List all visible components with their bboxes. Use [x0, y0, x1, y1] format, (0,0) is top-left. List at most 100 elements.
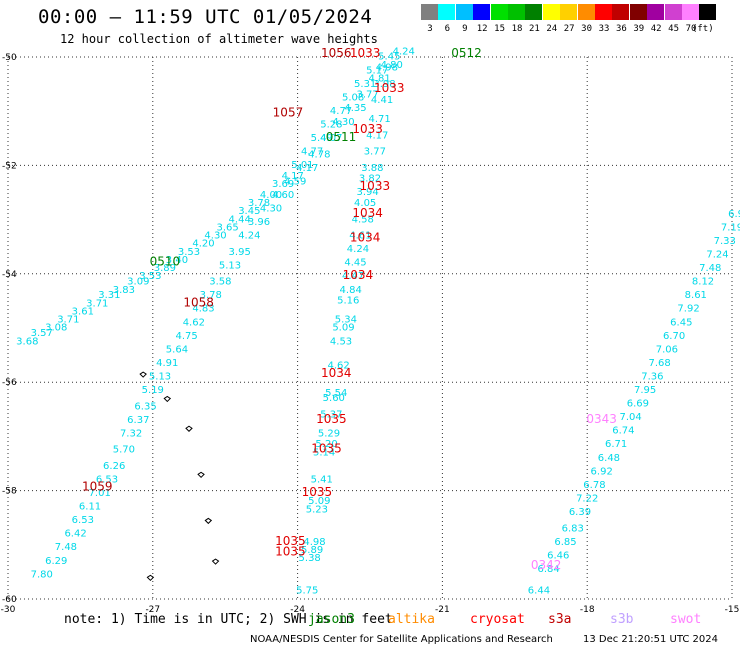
swh-value: 6.53: [96, 474, 118, 485]
legend-swatch: [612, 4, 630, 20]
island-outline: [163, 395, 172, 403]
swh-value: 4.24: [393, 46, 415, 57]
island-outline: [146, 574, 155, 582]
legend-swatch: [438, 4, 456, 20]
pass-time-label: 1056: [321, 46, 352, 60]
y-tick-label: -60: [2, 595, 17, 605]
swh-value: 3.94: [356, 187, 378, 198]
swh-value: 5.14: [313, 447, 335, 458]
legend-label: 18: [511, 24, 523, 34]
legend-swatch: [577, 4, 595, 20]
swh-value: 3.58: [209, 277, 231, 288]
swh-value: 8.12: [692, 277, 714, 288]
satellite-label-swot: swot: [670, 612, 702, 627]
swh-value: 7.06: [656, 344, 678, 355]
swh-value: 7.48: [55, 542, 77, 553]
swh-value: 5.64: [166, 344, 188, 355]
swh-value: 6.46: [547, 550, 569, 561]
swh-value: 3.71: [86, 298, 108, 309]
swh-value: 4.20: [192, 239, 214, 250]
swh-value: 6.11: [79, 502, 101, 513]
swh-value: 7.48: [699, 263, 721, 274]
legend-swatch: [664, 4, 682, 20]
legend-swatch: [542, 4, 560, 20]
swh-value: 3.45: [238, 206, 260, 217]
pass-time-label: 0512: [451, 46, 482, 60]
legend-label: 30: [581, 24, 593, 34]
pass-time-label: 1033: [374, 81, 405, 95]
satellite-label-s3b: s3b: [610, 612, 634, 627]
pass-time-label: 1034: [350, 230, 381, 244]
swh-value: 3.83: [113, 285, 135, 296]
swh-value: 5.13: [149, 371, 171, 382]
island-outline: [211, 558, 220, 565]
pass-time-label: 1033: [352, 122, 383, 136]
y-tick-label: -58: [2, 487, 17, 497]
pass-time-label: 1034: [352, 206, 383, 220]
pass-time-label: 1034: [343, 268, 374, 282]
swh-value: 6.83: [562, 523, 584, 534]
pass-time-label: 1033: [360, 179, 391, 193]
legend-swatch: [647, 4, 665, 20]
island-outline: [139, 371, 147, 378]
swh-value: 5.34: [335, 315, 357, 326]
legend-label: 27: [563, 24, 575, 34]
swh-value: 3.65: [216, 222, 238, 233]
swh-value: 3.09: [127, 277, 149, 288]
swh-value: 4.75: [175, 331, 197, 342]
swh-value: 3.40: [166, 255, 188, 266]
pass-time-label: 0510: [150, 255, 181, 269]
swh-value: 4.30: [332, 117, 354, 128]
swh-value: 5.09: [308, 496, 330, 507]
swh-value: 7.24: [706, 250, 728, 261]
pass-time-label: 1059: [82, 480, 113, 494]
swh-value: 4.35: [344, 103, 366, 114]
swh-value: 6.71: [605, 439, 627, 450]
swh-value: 5.17: [366, 65, 388, 76]
pass-time-label: 1033: [350, 46, 381, 60]
swh-value: 3.08: [45, 323, 67, 334]
legend-label: 33: [598, 24, 610, 34]
swh-value: 3.53: [139, 271, 161, 282]
swh-value: 4.17: [296, 163, 318, 174]
swh-value: 3.96: [248, 217, 270, 228]
swh-value: 4.60: [272, 190, 294, 201]
swh-value: 5.23: [306, 504, 328, 515]
legend-label: 3: [427, 24, 433, 34]
legend-swatch: [455, 4, 473, 20]
swh-value: 4.24: [347, 244, 369, 255]
swh-value: 4.41: [371, 95, 393, 106]
swh-value: 6.69: [627, 399, 649, 410]
swh-value: 3.71: [57, 315, 79, 326]
satellite-label-jason3: jason3: [308, 612, 355, 627]
legend-unit: (ft): [691, 24, 714, 34]
credit-line: NOAA/NESDIS Center for Satellite Applica…: [250, 634, 553, 645]
island-outline: [185, 425, 193, 432]
swh-value: 6.48: [598, 453, 620, 464]
pass-time-label: 1034: [321, 366, 352, 380]
swh-value: 5.16: [337, 296, 359, 307]
legend-label: 42: [650, 24, 662, 34]
legend-label: 21: [528, 24, 540, 34]
swh-value: 5.75: [296, 586, 318, 597]
swh-value: 4.24: [238, 231, 260, 242]
swh-value: 6.92: [728, 209, 740, 220]
swh-value: 6.44: [528, 586, 550, 597]
legend-label: 36: [615, 24, 627, 34]
x-tick-label: -18: [580, 605, 595, 615]
swh-value: 3.95: [229, 247, 251, 258]
swh-value: 7.95: [634, 385, 656, 396]
swh-value: 5.19: [142, 385, 164, 396]
pass-time-label: 1035: [311, 442, 342, 456]
pass-time-label: 0343: [586, 412, 617, 426]
swh-value: 4.83: [192, 304, 214, 315]
legend-label: 12: [476, 24, 488, 34]
swh-value: 4.17: [366, 130, 388, 141]
swh-value: 5.28: [320, 119, 342, 130]
swh-value: 4.71: [369, 114, 391, 125]
swh-value: 5.49: [311, 133, 333, 144]
swh-value: 3.77: [356, 90, 378, 101]
swh-value: 5.89: [301, 545, 323, 556]
swh-value: 4.59: [284, 176, 306, 187]
pass-time-label: 0342: [531, 558, 562, 572]
